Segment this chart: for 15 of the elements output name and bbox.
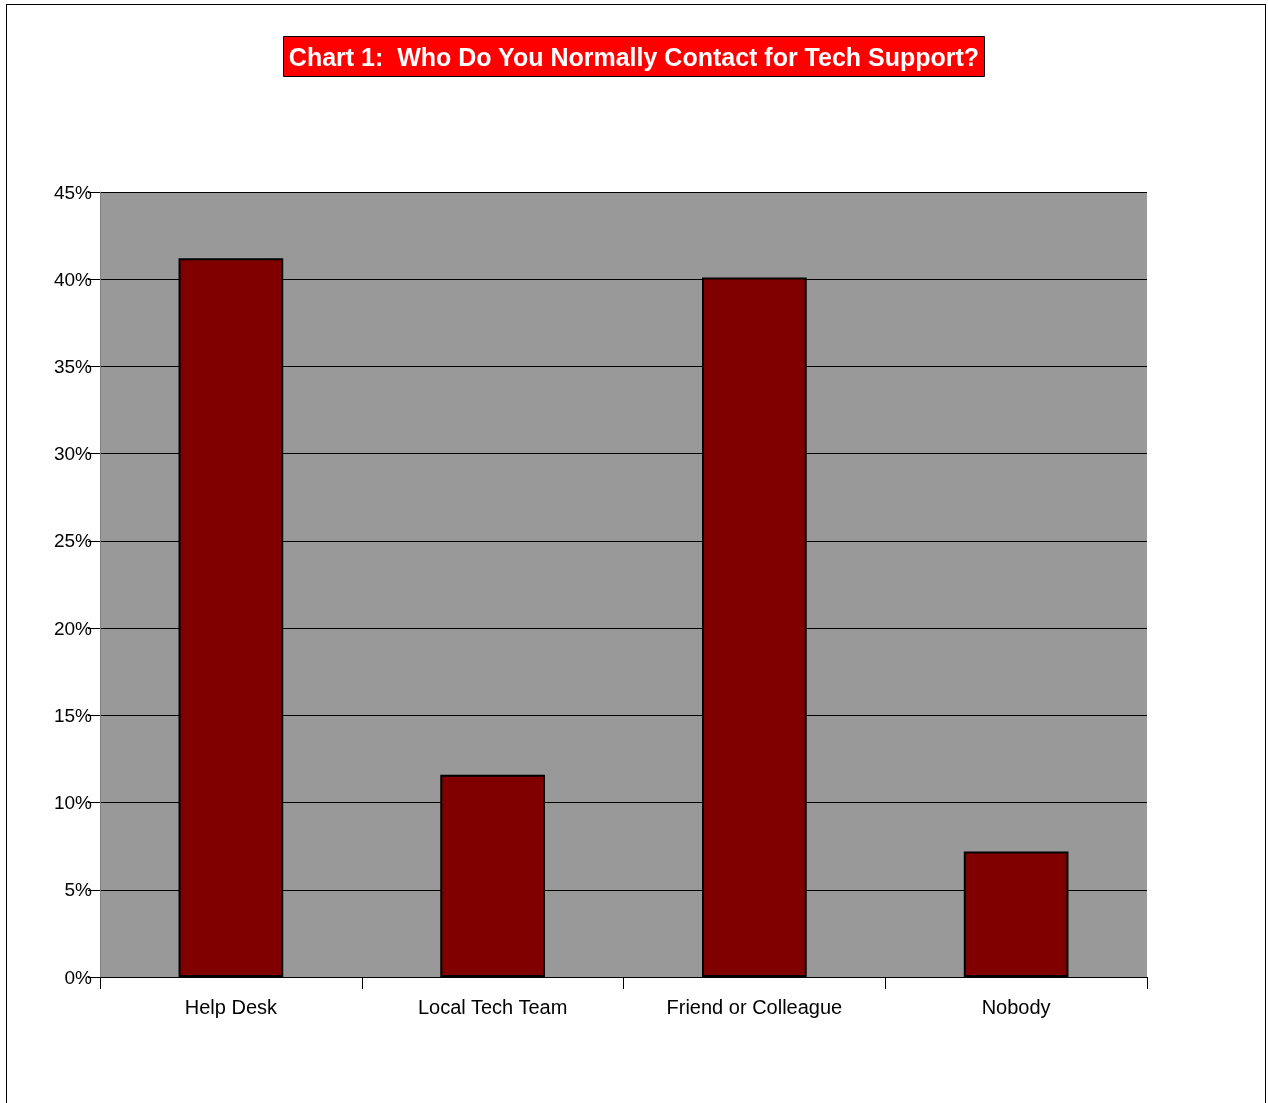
y-tick-label: 5%: [64, 879, 93, 901]
y-tick-label: 15%: [53, 704, 93, 726]
y-tick-label: 30%: [53, 443, 93, 465]
y-tick-label: 35%: [53, 355, 93, 377]
y-tick-label: 10%: [53, 792, 93, 814]
x-tick-label: Help Desk: [184, 996, 278, 1018]
y-tick-label: 0%: [64, 966, 93, 988]
x-tick-label: Friend or Colleague: [666, 996, 843, 1018]
y-tick-label: 25%: [53, 530, 93, 552]
y-tick-label: 40%: [53, 268, 93, 290]
y-tick-label: 20%: [53, 617, 93, 639]
chart-title: Chart 1: Who Do You Normally Contact for Tech Support?: [288, 42, 980, 71]
y-tick-label: 45%: [53, 181, 93, 203]
x-tick-label: Nobody: [981, 996, 1051, 1018]
x-tick-label: Local Tech Team: [417, 996, 568, 1018]
